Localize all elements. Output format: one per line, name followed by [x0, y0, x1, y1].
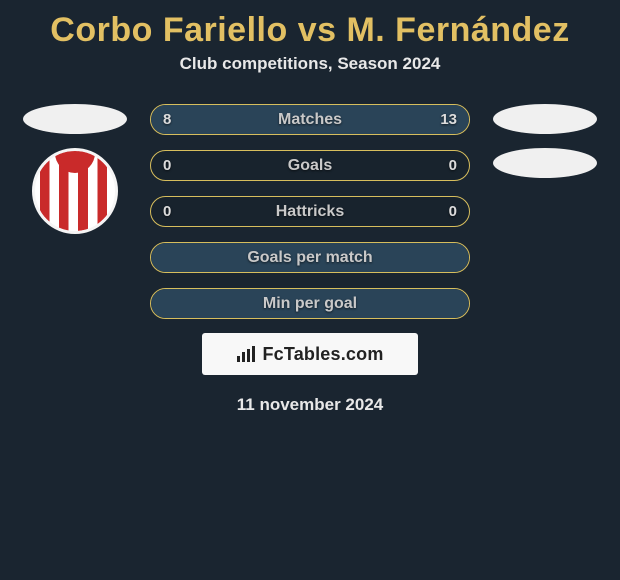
metric-label: Goals: [151, 151, 469, 180]
metric-bars: 8 Matches 13 0 Goals 0 0 Hattricks 0: [150, 104, 470, 319]
right-club-badge-placeholder: [493, 148, 597, 178]
metric-row-gpm: Goals per match: [150, 242, 470, 273]
metric-right-value: 13: [440, 105, 457, 134]
metric-right-value: 0: [449, 151, 457, 180]
metric-label: Goals per match: [151, 243, 469, 272]
branding-text: FcTables.com: [262, 344, 383, 365]
right-player-photo-placeholder: [493, 104, 597, 134]
left-player-photo-placeholder: [23, 104, 127, 134]
barchart-icon: [236, 345, 258, 363]
left-club-badge-icon: [32, 148, 118, 234]
metric-left-value: 0: [163, 151, 171, 180]
branding-card: FcTables.com: [202, 333, 418, 375]
metric-label: Hattricks: [151, 197, 469, 226]
season-subtitle: Club competitions, Season 2024: [180, 54, 441, 104]
metric-row-mpg: Min per goal: [150, 288, 470, 319]
metric-left-value: 0: [163, 197, 171, 226]
metric-row-hattricks: 0 Hattricks 0: [150, 196, 470, 227]
comparison-area: 8 Matches 13 0 Goals 0 0 Hattricks 0: [0, 104, 620, 319]
metric-label: Matches: [151, 105, 469, 134]
metric-left-value: 8: [163, 105, 171, 134]
right-player-column: [490, 104, 600, 178]
metric-row-goals: 0 Goals 0: [150, 150, 470, 181]
metric-label: Min per goal: [151, 289, 469, 318]
page-title: Corbo Fariello vs M. Fernández: [50, 5, 569, 54]
left-player-column: [20, 104, 130, 234]
snapshot-date: 11 november 2024: [237, 395, 383, 415]
metric-right-value: 0: [449, 197, 457, 226]
metric-row-matches: 8 Matches 13: [150, 104, 470, 135]
